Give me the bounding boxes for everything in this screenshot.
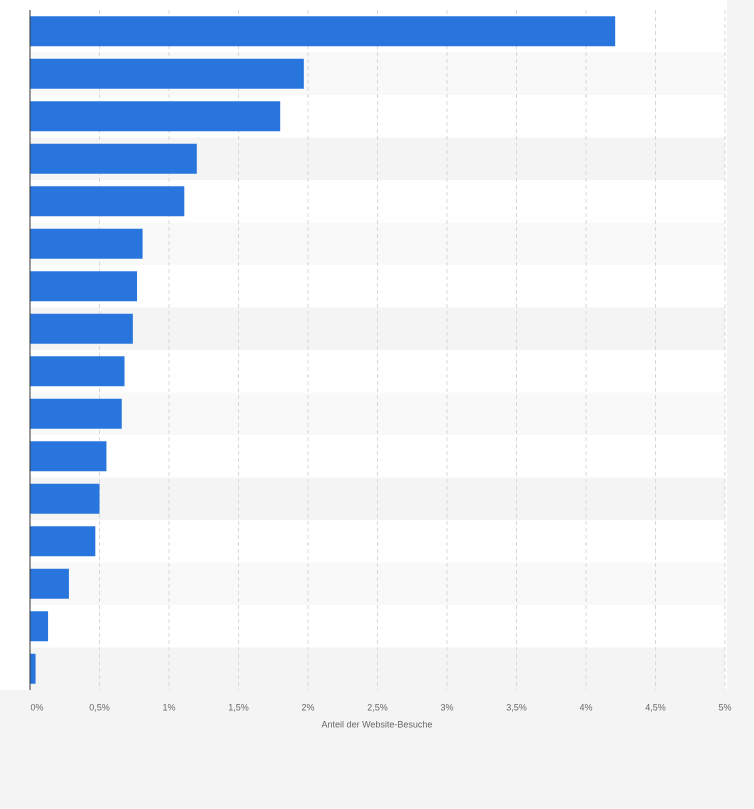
row-stripe: [30, 562, 725, 605]
bar: [30, 611, 49, 642]
bar: [30, 143, 197, 174]
bar: [30, 356, 125, 387]
x-tick-label: 2,5%: [367, 702, 388, 712]
row-stripe: [30, 392, 725, 435]
bar: [30, 101, 281, 132]
row-stripe: [30, 435, 725, 478]
x-tick-label: 4%: [579, 702, 592, 712]
bar: [30, 186, 185, 217]
row-stripe: [30, 520, 725, 563]
bar: [30, 653, 36, 684]
row-stripe: [30, 350, 725, 393]
x-tick-label: 1%: [162, 702, 175, 712]
bar: [30, 228, 143, 259]
x-tick-label: 0,5%: [89, 702, 110, 712]
bar: [30, 58, 304, 89]
x-axis-label: Anteil der Website-Besuche: [322, 719, 433, 729]
bar: [30, 568, 69, 599]
bar: [30, 526, 96, 557]
bar: [30, 483, 100, 514]
x-tick-label: 1,5%: [228, 702, 249, 712]
bar: [30, 16, 616, 47]
row-stripe: [30, 477, 725, 520]
bar: [30, 398, 122, 429]
x-tick-label: 3%: [440, 702, 453, 712]
x-tick-label: 2%: [301, 702, 314, 712]
x-tick-label: 0%: [30, 702, 43, 712]
x-tick-label: 3,5%: [506, 702, 527, 712]
bar: [30, 441, 107, 472]
x-tick-label: 4,5%: [645, 702, 666, 712]
bar: [30, 271, 138, 302]
x-tick-label: 5%: [718, 702, 731, 712]
bar: [30, 313, 133, 344]
